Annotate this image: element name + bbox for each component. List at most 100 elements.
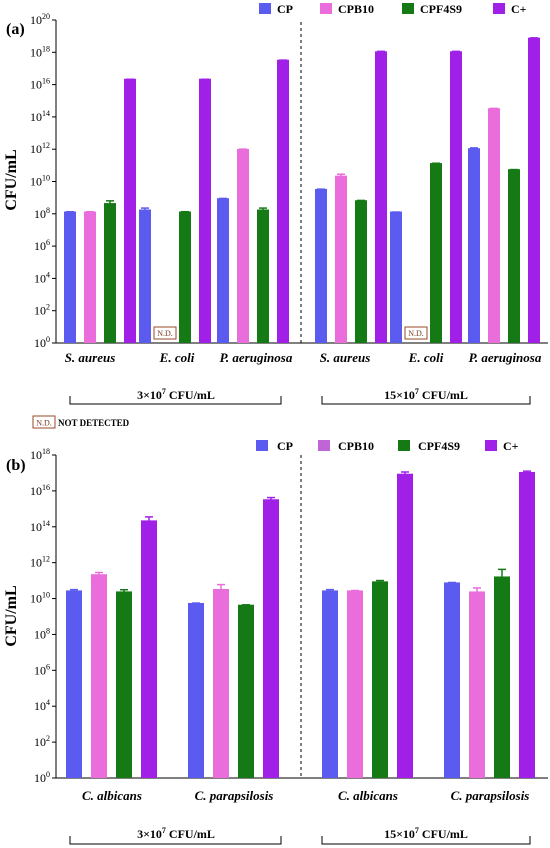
- legend-swatch-cpb10: [318, 440, 330, 451]
- bar-cplus: [375, 52, 387, 344]
- legend-swatch-cpf4s9: [402, 3, 414, 14]
- bar-cpb10: [335, 176, 347, 343]
- bar-cplus: [277, 60, 289, 343]
- category-label: S. aureus: [320, 350, 371, 365]
- legend-label-cplus: C+: [503, 439, 519, 453]
- y-tick-label: 100: [34, 335, 50, 350]
- y-tick-label: 106: [34, 662, 50, 677]
- bar-cpf4s9: [238, 605, 254, 778]
- panel-a-legend: CP CPB10 CPF4S9 C+: [259, 2, 527, 16]
- panel-b-category-labels: C. albicans C. parapsilosis C. albicans …: [82, 788, 529, 803]
- y-tick-label: 1018: [30, 447, 50, 462]
- bar-cp: [390, 212, 402, 343]
- y-tick-label: 104: [34, 270, 50, 285]
- y-tick-label: 1016: [30, 77, 50, 92]
- y-tick-label: 1014: [30, 519, 50, 534]
- nd-text: N.D.: [408, 329, 424, 338]
- y-tick-label: 104: [34, 698, 50, 713]
- bar-cp: [139, 210, 151, 343]
- nd-box: [153, 326, 177, 340]
- panel-a-ylabel: CFU/mL: [3, 149, 20, 210]
- bar-cpb10: [469, 592, 485, 778]
- bar-cpb10: [347, 591, 363, 778]
- y-tick-label: 1012: [30, 555, 50, 570]
- y-tick-label: 1012: [30, 141, 50, 156]
- panel-a-bars: N.D. N.D.: [64, 37, 540, 344]
- panel-a: (a) CFU/mL CP CPB10 CPF4S9 C+ 1001021041…: [3, 2, 548, 429]
- bar-cplus: [199, 79, 211, 343]
- nd-legend-text: NOT DETECTED: [58, 418, 130, 428]
- category-label: C. albicans: [338, 788, 398, 803]
- panel-b-label: (b): [6, 457, 26, 474]
- bar-cpb10: [213, 589, 229, 778]
- panel-a-label: (a): [6, 21, 25, 38]
- category-label: P. aeruginosa: [469, 350, 542, 365]
- panel-b-legend: CP CPB10 CPF4S9 C+: [256, 439, 519, 453]
- category-label: C. albicans: [82, 788, 142, 803]
- legend-label-cplus: C+: [511, 2, 527, 16]
- bar-cpf4s9: [104, 204, 116, 343]
- group-label-3e7: 3×107 CFU/mL: [137, 387, 215, 402]
- nd-text: N.D.: [157, 329, 173, 338]
- category-label: P. aeruginosa: [220, 350, 293, 365]
- legend-swatch-cpb10: [320, 3, 332, 14]
- bar-cp: [315, 189, 327, 343]
- panel-b-axis: 100 102 104 106 108 1010 1012 1014 1016 1018: [30, 447, 548, 785]
- not-detected-marker: N.D.: [153, 326, 177, 340]
- y-tick-label: 100: [34, 770, 50, 785]
- nd-legend-box-text: N.D.: [36, 419, 52, 428]
- legend-label-cpf4s9: CPF4S9: [420, 2, 462, 16]
- bar-cplus: [528, 38, 540, 343]
- bar-cpf4s9: [179, 212, 191, 343]
- panel-b-ylabel: CFU/mL: [3, 585, 20, 646]
- bar-cpf4s9: [355, 201, 367, 343]
- bar-cplus: [397, 474, 413, 778]
- group-label-15e7: 15×107 CFU/mL: [384, 387, 468, 402]
- panel-b-bars: [66, 470, 535, 778]
- bar-cplus: [141, 521, 157, 778]
- legend-swatch-cplus: [493, 3, 505, 14]
- bar-cpb10: [488, 109, 500, 343]
- nd-box: [404, 326, 428, 340]
- y-tick-label: 1020: [30, 12, 50, 27]
- panel-a-group-brackets: [69, 396, 531, 405]
- y-tick-label: 108: [34, 626, 50, 641]
- legend-label-cpb10: CPB10: [338, 2, 374, 16]
- bar-cp: [444, 583, 460, 778]
- bar-cpf4s9: [116, 592, 132, 778]
- legend-swatch-cp: [256, 440, 268, 451]
- bar-cpb10: [84, 212, 96, 343]
- group-label-3e7: 3×107 CFU/mL: [137, 826, 215, 841]
- legend-label-cpf4s9: CPF4S9: [418, 439, 460, 453]
- category-label: E. coli: [159, 350, 195, 365]
- y-tick-label: 1018: [30, 44, 50, 59]
- category-label: C. parapsilosis: [451, 788, 530, 803]
- panel-a-axis: 100 102 104 106 108 1010 1012 1014 1016 1018 1020: [30, 12, 548, 350]
- legend-label-cp: CP: [277, 439, 293, 453]
- bar-cp: [217, 199, 229, 343]
- bar-cp: [64, 212, 76, 343]
- panel-a-category-labels: S. aureus E. coli P. aeruginosa S. aureu…: [65, 350, 542, 365]
- bar-cpb10: [237, 149, 249, 343]
- bar-cplus: [450, 52, 462, 344]
- bar-cpb10: [91, 575, 107, 778]
- group-label-15e7: 15×107 CFU/mL: [384, 826, 468, 841]
- bar-cp: [468, 149, 480, 343]
- bar-cplus: [263, 500, 279, 778]
- bar-cp: [66, 591, 82, 778]
- legend-swatch-cp: [259, 3, 271, 14]
- category-label: C. parapsilosis: [195, 788, 274, 803]
- panel-b-group-brackets: [69, 836, 531, 845]
- panel-b: (b) CFU/mL CP CPB10 CPF4S9 C+ 1001021041…: [3, 439, 548, 845]
- y-tick-label: 1014: [30, 109, 50, 124]
- category-label: E. coli: [408, 350, 444, 365]
- nd-legend-box: [32, 415, 56, 429]
- legend-label-cp: CP: [277, 2, 293, 16]
- nd-legend: N.D. NOT DETECTED: [32, 415, 130, 429]
- bar-cpf4s9: [494, 577, 510, 778]
- bar-cpf4s9: [430, 164, 442, 343]
- legend-label-cpb10: CPB10: [338, 439, 374, 453]
- bar-cpf4s9: [257, 210, 269, 343]
- bar-cpf4s9: [372, 582, 388, 778]
